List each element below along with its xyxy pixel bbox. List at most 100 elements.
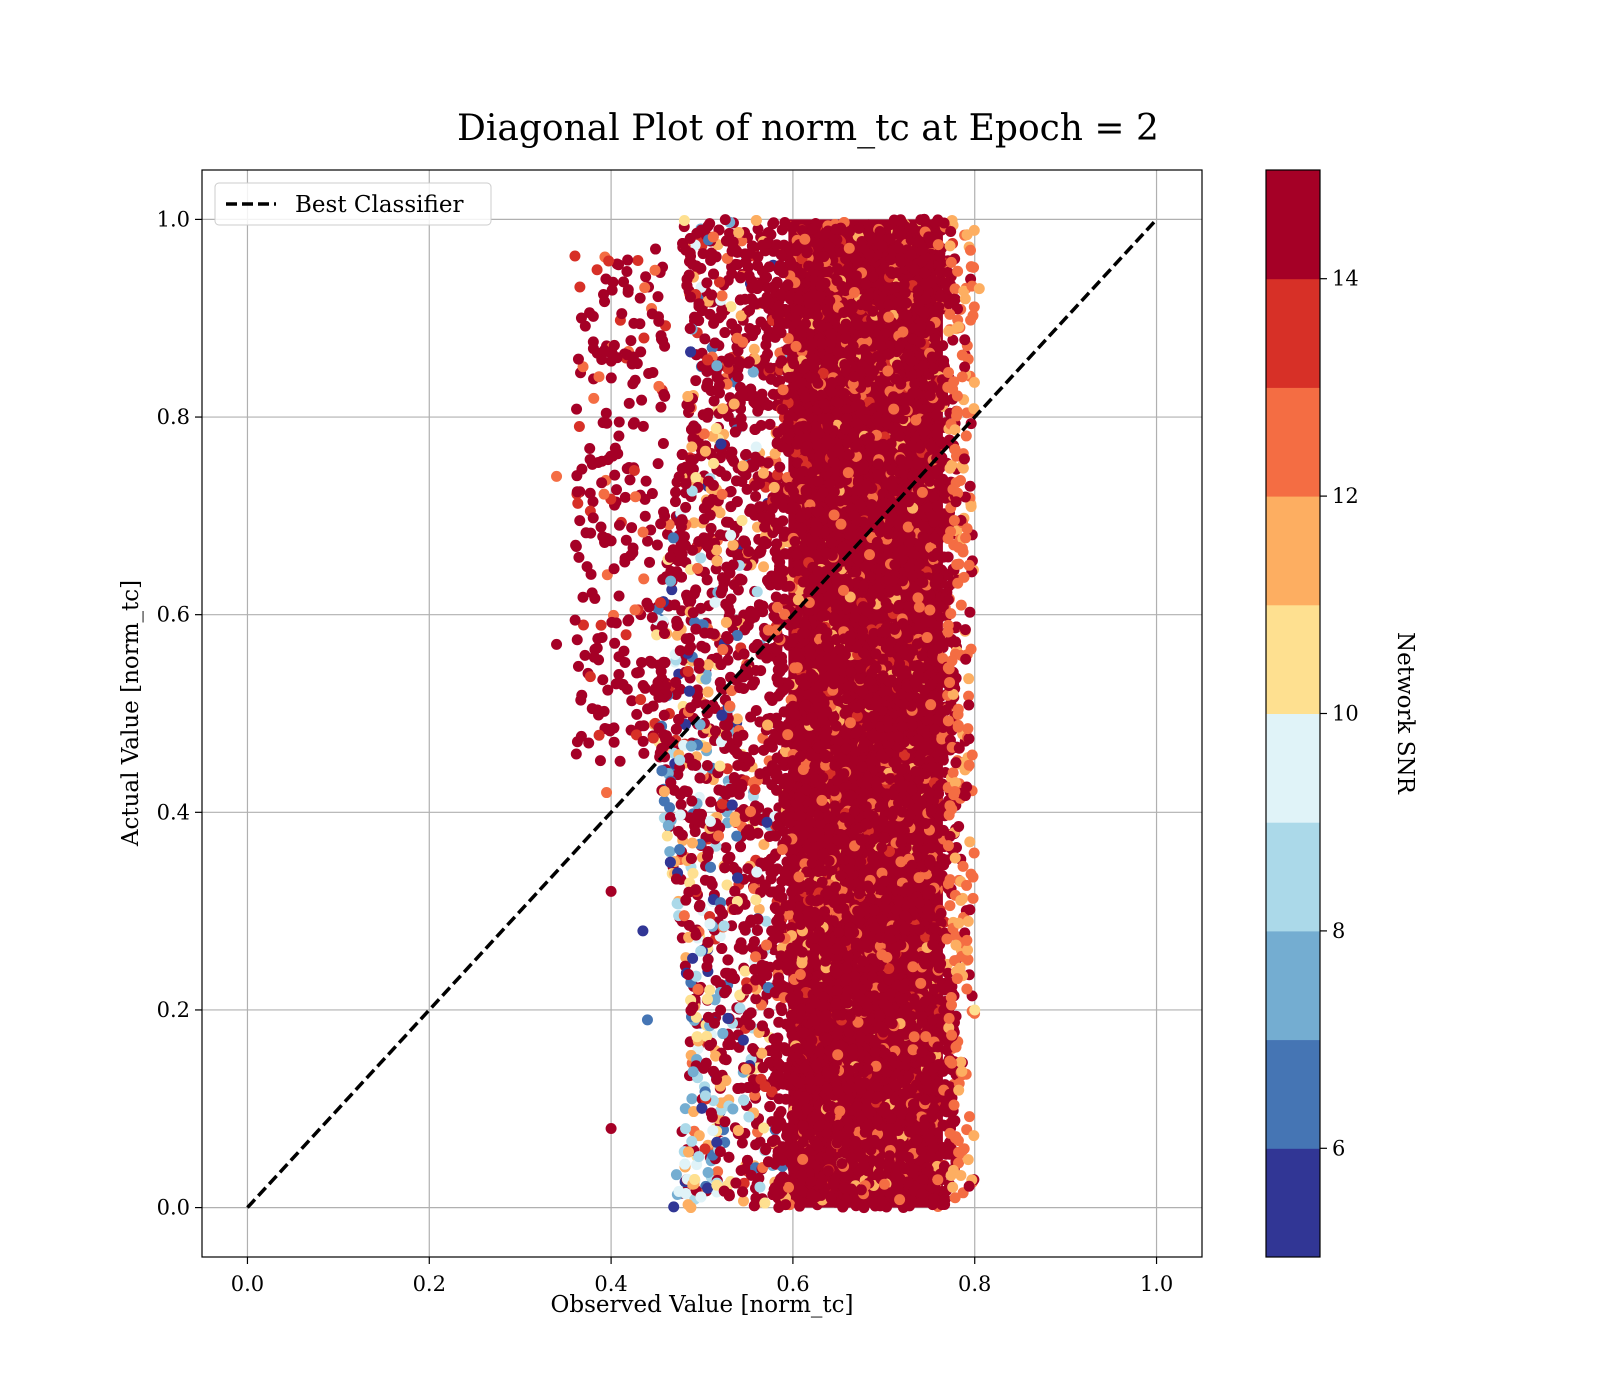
scatter-point bbox=[720, 729, 732, 741]
scatter-point bbox=[937, 754, 949, 766]
scatter-point bbox=[706, 879, 718, 891]
scatter-point bbox=[761, 939, 773, 951]
scatter-point bbox=[679, 1158, 691, 1170]
scatter-point bbox=[680, 633, 692, 645]
scatter-point bbox=[682, 665, 694, 677]
scatter-point bbox=[722, 601, 734, 613]
scatter-point bbox=[693, 300, 705, 312]
scatter-point bbox=[741, 983, 753, 995]
scatter-point bbox=[746, 679, 758, 691]
scatter-point bbox=[762, 719, 774, 731]
scatter-point bbox=[699, 333, 711, 345]
scatter-point bbox=[734, 682, 746, 694]
scatter-point bbox=[716, 943, 728, 955]
scatter-point bbox=[719, 214, 731, 226]
scatter-point bbox=[754, 1181, 766, 1193]
scatter-point bbox=[702, 377, 714, 389]
scatter-point bbox=[738, 648, 750, 660]
scatter-point bbox=[728, 972, 740, 984]
scatter-point bbox=[676, 571, 688, 583]
scatter-point bbox=[736, 779, 748, 791]
scatter-point bbox=[894, 1138, 906, 1150]
scatter-point bbox=[719, 327, 731, 339]
scatter-point bbox=[737, 336, 749, 348]
scatter-point bbox=[702, 1166, 714, 1178]
scatter-point bbox=[703, 475, 715, 487]
scatter-point bbox=[727, 559, 739, 571]
scatter-point bbox=[701, 574, 713, 586]
scatter-point bbox=[748, 343, 760, 355]
scatter-point bbox=[761, 652, 773, 664]
scatter-point bbox=[899, 749, 911, 761]
scatter-point bbox=[768, 217, 780, 229]
scatter-point bbox=[690, 929, 702, 941]
scatter-point bbox=[686, 1135, 698, 1147]
scatter-point bbox=[734, 294, 746, 306]
scatter-point bbox=[732, 1082, 744, 1094]
scatter-point bbox=[724, 783, 736, 795]
scatter-point bbox=[880, 902, 892, 914]
scatter-point bbox=[658, 709, 670, 721]
scatter-point bbox=[708, 268, 720, 280]
scatter-point bbox=[714, 507, 726, 519]
scatter-point bbox=[699, 1090, 711, 1102]
scatter-point bbox=[735, 841, 747, 853]
scatter-point bbox=[686, 795, 698, 807]
scatter-point bbox=[762, 399, 774, 411]
scatter-point bbox=[739, 965, 751, 977]
scatter-point bbox=[715, 438, 727, 450]
scatter-point bbox=[674, 809, 686, 821]
scatter-point bbox=[727, 1103, 739, 1115]
scatter-point bbox=[683, 919, 695, 931]
scatter-point bbox=[740, 448, 752, 460]
scatter-point bbox=[676, 449, 688, 461]
scatter-point bbox=[685, 853, 697, 865]
scatter-point bbox=[737, 943, 749, 955]
scatter-point bbox=[744, 829, 756, 841]
scatter-point bbox=[692, 562, 704, 574]
scatter-point bbox=[701, 760, 713, 772]
scatter-point bbox=[750, 490, 762, 502]
scatter-point bbox=[760, 295, 772, 307]
scatter-point bbox=[709, 337, 721, 349]
scatter-point bbox=[686, 441, 698, 453]
scatter-point bbox=[751, 924, 763, 936]
scatter-point bbox=[761, 816, 773, 828]
scatter-point bbox=[658, 786, 670, 798]
scatter-point bbox=[690, 260, 702, 272]
scatter-point bbox=[683, 886, 695, 898]
scatter-point bbox=[685, 423, 697, 435]
scatter-point bbox=[732, 1124, 744, 1136]
scatter-point bbox=[737, 1034, 749, 1046]
scatter-point bbox=[708, 317, 720, 329]
scatter-point bbox=[714, 1146, 726, 1158]
scatter-point bbox=[735, 271, 747, 283]
scatter-point bbox=[706, 289, 718, 301]
scatter-point bbox=[758, 561, 770, 573]
scatter-point bbox=[705, 1107, 717, 1119]
scatter-point bbox=[662, 820, 674, 832]
scatter-point bbox=[700, 673, 712, 685]
scatter-point bbox=[728, 398, 740, 410]
scatter-point bbox=[758, 744, 770, 756]
scatter-point bbox=[755, 665, 767, 677]
scatter-point bbox=[754, 768, 766, 780]
scatter-point bbox=[674, 844, 686, 856]
scatter-point bbox=[695, 552, 707, 564]
scatter-point bbox=[685, 291, 697, 303]
scatter-point bbox=[684, 401, 696, 413]
scatter-point bbox=[692, 983, 704, 995]
scatter-point bbox=[687, 952, 699, 964]
scatter-point bbox=[693, 901, 705, 913]
scatter-point bbox=[667, 532, 679, 544]
scatter-point bbox=[690, 471, 702, 483]
scatter-point bbox=[741, 483, 753, 495]
scatter-point bbox=[669, 496, 681, 508]
scatter-point bbox=[751, 586, 763, 598]
scatter-point bbox=[726, 799, 738, 811]
scatter-point bbox=[736, 574, 748, 586]
scatter-point bbox=[696, 1102, 708, 1114]
scatter-point bbox=[715, 1004, 727, 1016]
scatter-point bbox=[722, 954, 734, 966]
